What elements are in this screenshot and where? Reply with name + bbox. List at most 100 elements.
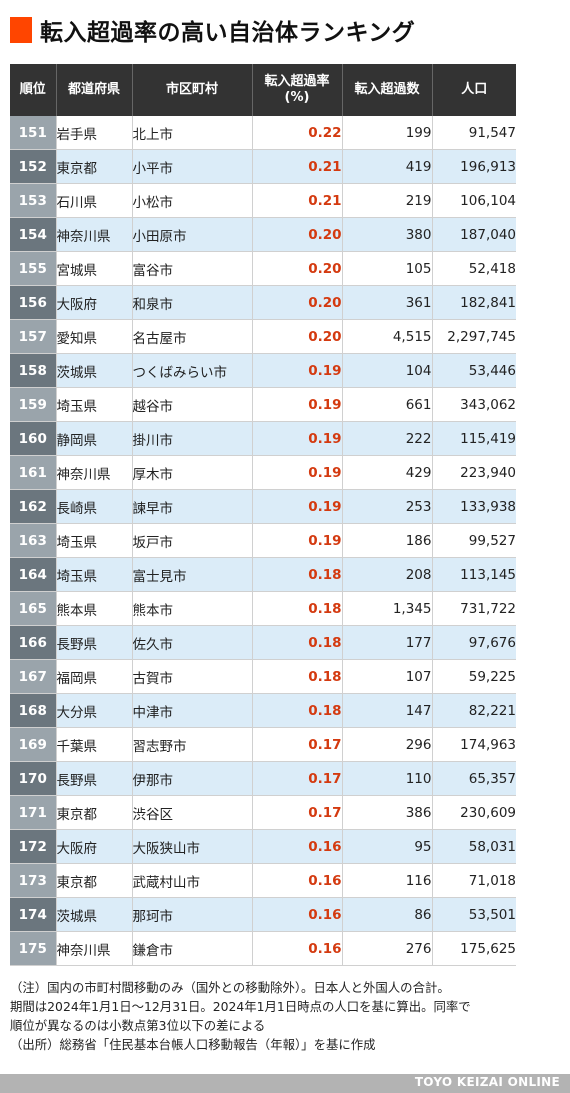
prefecture-cell: 神奈川県 xyxy=(56,455,133,490)
table-body: 151 岩手県 北上市 0.22 199 91,547 152 東京都 小平市 0.21 419 19… xyxy=(10,116,516,966)
population-cell: 174,963 xyxy=(432,727,516,762)
rate-cell: 0.18 xyxy=(252,557,343,592)
population-cell: 2,297,745 xyxy=(432,319,516,354)
population-cell: 53,446 xyxy=(432,353,516,388)
prefecture-cell: 千葉県 xyxy=(56,727,133,762)
header-rate-label: 転入超過率 xyxy=(264,74,330,89)
rank-cell: 163 xyxy=(10,523,57,558)
header-excess: 転入超過数 xyxy=(342,64,433,116)
excess-cell: 147 xyxy=(342,693,433,728)
rank-cell: 154 xyxy=(10,217,57,252)
municipality-cell: 掛川市 xyxy=(132,421,253,456)
prefecture-cell: 神奈川県 xyxy=(56,217,133,252)
prefecture-cell: 神奈川県 xyxy=(56,931,133,966)
header-prefecture: 都道府県 xyxy=(56,64,133,116)
excess-cell: 1,345 xyxy=(342,591,433,626)
municipality-cell: 富士見市 xyxy=(132,557,253,592)
header-population: 人口 xyxy=(432,64,516,116)
table-row: 169 千葉県 習志野市 0.17 296 174,963 xyxy=(10,727,516,762)
rate-cell: 0.19 xyxy=(252,421,343,456)
rank-cell: 166 xyxy=(10,625,57,660)
footnote-line: （注）国内の市町村間移動のみ（国外との移動除外）。日本人と外国人の合計。 xyxy=(10,980,450,995)
table-row: 162 長崎県 諫早市 0.19 253 133,938 xyxy=(10,489,516,524)
excess-cell: 380 xyxy=(342,217,433,252)
table-row: 173 東京都 武蔵村山市 0.16 116 71,018 xyxy=(10,863,516,898)
excess-cell: 296 xyxy=(342,727,433,762)
excess-cell: 110 xyxy=(342,761,433,796)
population-cell: 91,547 xyxy=(432,116,516,150)
rank-cell: 168 xyxy=(10,693,57,728)
municipality-cell: 名古屋市 xyxy=(132,319,253,354)
municipality-cell: 大阪狭山市 xyxy=(132,829,253,864)
excess-cell: 429 xyxy=(342,455,433,490)
rate-cell: 0.18 xyxy=(252,659,343,694)
rate-cell: 0.16 xyxy=(252,829,343,864)
municipality-cell: 小松市 xyxy=(132,183,253,218)
municipality-cell: 熊本市 xyxy=(132,591,253,626)
prefecture-cell: 東京都 xyxy=(56,149,133,184)
population-cell: 196,913 xyxy=(432,149,516,184)
rank-cell: 161 xyxy=(10,455,57,490)
rank-cell: 174 xyxy=(10,897,57,932)
page-title: 転入超過率の高い自治体ランキング xyxy=(40,20,416,46)
footer-bar: TOYO KEIZAI ONLINE xyxy=(0,1074,570,1093)
prefecture-cell: 埼玉県 xyxy=(56,387,133,422)
rank-cell: 157 xyxy=(10,319,57,354)
footnotes: （注）国内の市町村間移動のみ（国外との移動除外）。日本人と外国人の合計。 期間は… xyxy=(10,978,562,1054)
table-row: 161 神奈川県 厚木市 0.19 429 223,940 xyxy=(10,455,516,490)
rank-cell: 160 xyxy=(10,421,57,456)
municipality-cell: 小田原市 xyxy=(132,217,253,252)
excess-cell: 177 xyxy=(342,625,433,660)
municipality-cell: 鎌倉市 xyxy=(132,931,253,966)
table-row: 152 東京都 小平市 0.21 419 196,913 xyxy=(10,149,516,184)
table-row: 167 福岡県 古賀市 0.18 107 59,225 xyxy=(10,659,516,694)
population-cell: 133,938 xyxy=(432,489,516,524)
population-cell: 230,609 xyxy=(432,795,516,830)
prefecture-cell: 長野県 xyxy=(56,625,133,660)
municipality-cell: 習志野市 xyxy=(132,727,253,762)
rate-cell: 0.20 xyxy=(252,285,343,320)
table-row: 175 神奈川県 鎌倉市 0.16 276 175,625 xyxy=(10,931,516,966)
table-row: 172 大阪府 大阪狭山市 0.16 95 58,031 xyxy=(10,829,516,864)
table-row: 164 埼玉県 富士見市 0.18 208 113,145 xyxy=(10,557,516,592)
excess-cell: 219 xyxy=(342,183,433,218)
rate-cell: 0.17 xyxy=(252,795,343,830)
rank-cell: 156 xyxy=(10,285,57,320)
rate-cell: 0.18 xyxy=(252,625,343,660)
municipality-cell: 武蔵村山市 xyxy=(132,863,253,898)
prefecture-cell: 茨城県 xyxy=(56,353,133,388)
excess-cell: 199 xyxy=(342,116,433,150)
rate-cell: 0.21 xyxy=(252,149,343,184)
prefecture-cell: 埼玉県 xyxy=(56,523,133,558)
population-cell: 53,501 xyxy=(432,897,516,932)
rank-cell: 167 xyxy=(10,659,57,694)
rank-cell: 173 xyxy=(10,863,57,898)
population-cell: 99,527 xyxy=(432,523,516,558)
rank-cell: 155 xyxy=(10,251,57,286)
municipality-cell: 富谷市 xyxy=(132,251,253,286)
rank-cell: 151 xyxy=(10,116,57,150)
municipality-cell: 越谷市 xyxy=(132,387,253,422)
rate-cell: 0.17 xyxy=(252,727,343,762)
rank-cell: 165 xyxy=(10,591,57,626)
prefecture-cell: 茨城県 xyxy=(56,897,133,932)
table-row: 174 茨城県 那珂市 0.16 86 53,501 xyxy=(10,897,516,932)
municipality-cell: つくばみらい市 xyxy=(132,353,253,388)
municipality-cell: 和泉市 xyxy=(132,285,253,320)
table-row: 171 東京都 渋谷区 0.17 386 230,609 xyxy=(10,795,516,830)
excess-cell: 105 xyxy=(342,251,433,286)
table-row: 170 長野県 伊那市 0.17 110 65,357 xyxy=(10,761,516,796)
rate-cell: 0.19 xyxy=(252,455,343,490)
prefecture-cell: 福岡県 xyxy=(56,659,133,694)
excess-cell: 661 xyxy=(342,387,433,422)
rate-cell: 0.20 xyxy=(252,319,343,354)
rank-cell: 169 xyxy=(10,727,57,762)
table-row: 163 埼玉県 坂戸市 0.19 186 99,527 xyxy=(10,523,516,558)
excess-cell: 361 xyxy=(342,285,433,320)
excess-cell: 208 xyxy=(342,557,433,592)
population-cell: 731,722 xyxy=(432,591,516,626)
rank-cell: 172 xyxy=(10,829,57,864)
prefecture-cell: 東京都 xyxy=(56,795,133,830)
excess-cell: 186 xyxy=(342,523,433,558)
rate-cell: 0.16 xyxy=(252,931,343,966)
